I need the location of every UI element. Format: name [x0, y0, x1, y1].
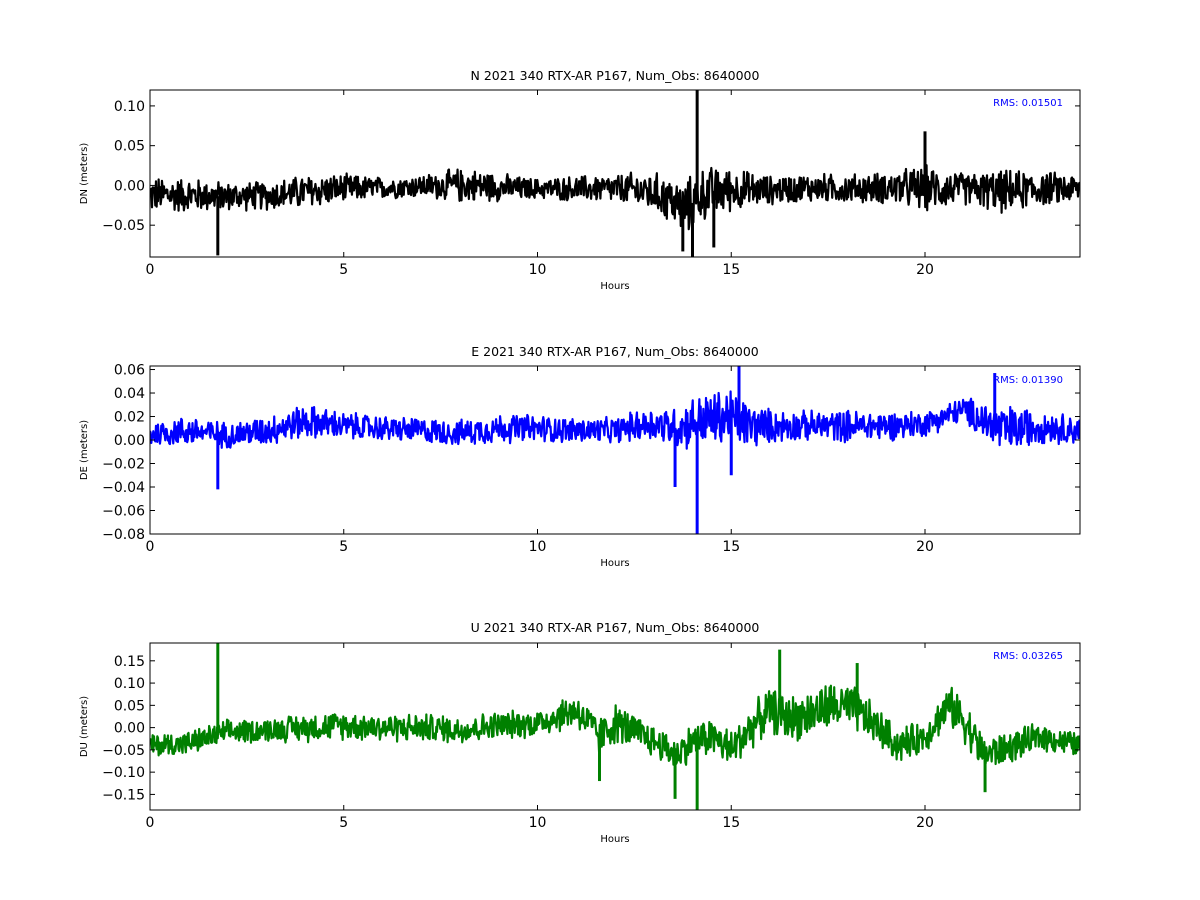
y-tick-label: −0.06 — [102, 504, 145, 520]
plot-frame — [149, 89, 1081, 258]
x-tick-label: 20 — [916, 539, 934, 555]
x-tick-label: 20 — [916, 262, 934, 278]
data-series-line — [150, 390, 1080, 450]
x-tick-label: 5 — [339, 262, 348, 278]
rms-annotation: RMS: 0.01390 — [993, 375, 1063, 386]
y-tick-label: 0.05 — [114, 698, 145, 714]
y-tick-label: 0.10 — [114, 676, 145, 692]
x-tick-label: 0 — [146, 815, 155, 831]
x-tick-label: 0 — [146, 262, 155, 278]
y-tick-label: 0.00 — [114, 721, 145, 737]
data-series-line — [150, 684, 1080, 766]
panel-up: 0 5 10 15 20 −0.15 −0.10 −0.05 0.00 0.05 0.10 0.15 U… — [79, 620, 1081, 845]
plot-frame — [149, 365, 1081, 535]
y-tick-label: −0.04 — [102, 480, 145, 496]
x-axis-label: Hours — [600, 834, 629, 845]
y-axis-label: DU (meters) — [79, 696, 90, 757]
x-axis-label: Hours — [600, 281, 629, 292]
x-tick-label: 10 — [529, 539, 547, 555]
y-tick-label: −0.15 — [102, 787, 145, 803]
x-axis-label: Hours — [600, 558, 629, 569]
panel-east: 0 5 10 15 20 −0.08 −0.06 −0.04 −0.02 0.00 0.02 0.04… — [79, 344, 1081, 569]
panel-title: N 2021 340 RTX-AR P167, Num_Obs: 8640000 — [471, 68, 760, 83]
y-tick-label: −0.05 — [102, 743, 145, 759]
y-tick-label: 0.00 — [114, 178, 145, 194]
x-tick-label: 5 — [339, 539, 348, 555]
panel-title: U 2021 340 RTX-AR P167, Num_Obs: 8640000 — [471, 620, 760, 635]
x-tick-label: 10 — [529, 815, 547, 831]
x-tick-label: 5 — [339, 815, 348, 831]
panel-north: 0 5 10 15 20 −0.05 0.00 0.05 0.10 N 2021 340 RTX-… — [79, 68, 1081, 292]
data-series-line — [150, 164, 1080, 231]
y-tick-label: 0.10 — [114, 99, 145, 115]
y-tick-label: −0.02 — [102, 457, 145, 473]
y-axis-label: DN (meters) — [79, 143, 90, 205]
x-tick-label: 15 — [722, 539, 740, 555]
x-tick-label: 15 — [722, 815, 740, 831]
x-tick-label: 20 — [916, 815, 934, 831]
panel-title: E 2021 340 RTX-AR P167, Num_Obs: 8640000 — [471, 344, 759, 359]
x-tick-label: 10 — [529, 262, 547, 278]
y-tick-label: 0.04 — [114, 386, 145, 402]
rms-annotation: RMS: 0.03265 — [993, 651, 1063, 662]
y-tick-label: −0.08 — [102, 527, 145, 543]
y-tick-label: 0.05 — [114, 139, 145, 155]
y-tick-label: −0.05 — [102, 218, 145, 234]
y-tick-label: 0.15 — [114, 654, 145, 670]
rms-annotation: RMS: 0.01501 — [993, 98, 1063, 109]
y-tick-label: 0.00 — [114, 433, 145, 449]
y-tick-label: 0.02 — [114, 410, 145, 426]
y-tick-label: 0.06 — [114, 363, 145, 379]
y-tick-label: −0.10 — [102, 765, 145, 781]
plot-frame — [149, 642, 1081, 811]
x-tick-label: 0 — [146, 539, 155, 555]
x-tick-label: 15 — [722, 262, 740, 278]
y-axis-label: DE (meters) — [79, 420, 90, 480]
